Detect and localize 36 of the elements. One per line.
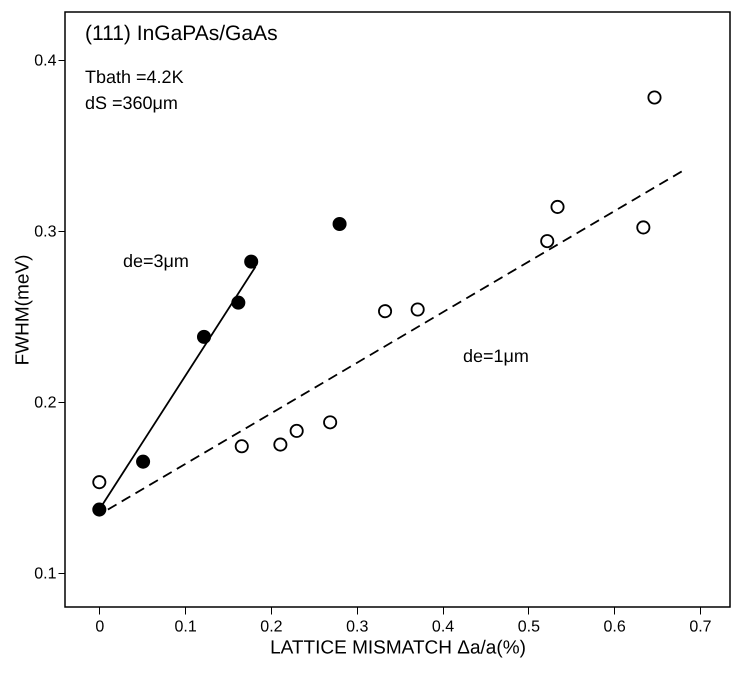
point xyxy=(647,90,662,104)
x-tick-label: 0.6 xyxy=(604,618,626,636)
annotation: (111) InGaPAs/GaAs xyxy=(85,22,278,45)
x-tick-label: 0.3 xyxy=(346,618,368,636)
point xyxy=(332,217,347,232)
y-tick-label: 0.3 xyxy=(34,223,57,240)
point xyxy=(540,234,554,248)
point xyxy=(273,438,288,452)
annotation: Tbath =4.2K xyxy=(85,67,184,87)
point xyxy=(323,415,338,430)
point xyxy=(244,254,258,269)
point xyxy=(550,200,565,214)
x-tick-label: 0.4 xyxy=(432,618,454,636)
x-tick-label: 0.7 xyxy=(689,618,712,636)
x-axis-title: LATTICE MISMATCH Δa/a(%) xyxy=(270,638,526,658)
x-tick-label: 0.2 xyxy=(260,618,283,636)
point xyxy=(92,475,106,490)
annotation: de=3μm xyxy=(123,251,189,271)
x-tick-label: 0 xyxy=(95,618,104,636)
y-tick-label: 0.4 xyxy=(34,52,57,70)
point xyxy=(410,302,425,317)
y-tick-label: 0.2 xyxy=(34,394,57,412)
x-tick-label: 0.1 xyxy=(174,618,197,636)
y-axis-title: FWHM(meV) xyxy=(12,254,34,366)
point xyxy=(196,330,212,344)
point xyxy=(636,220,650,234)
point xyxy=(231,296,246,310)
x-tick-label: 0.5 xyxy=(518,618,540,636)
point xyxy=(136,454,150,469)
annotation: dS =360μm xyxy=(85,93,178,113)
point xyxy=(290,424,304,438)
annotation: de=1μm xyxy=(463,346,529,366)
point xyxy=(378,304,392,318)
y-tick-label: 0.1 xyxy=(34,565,57,582)
point xyxy=(234,439,249,454)
point xyxy=(92,502,106,517)
